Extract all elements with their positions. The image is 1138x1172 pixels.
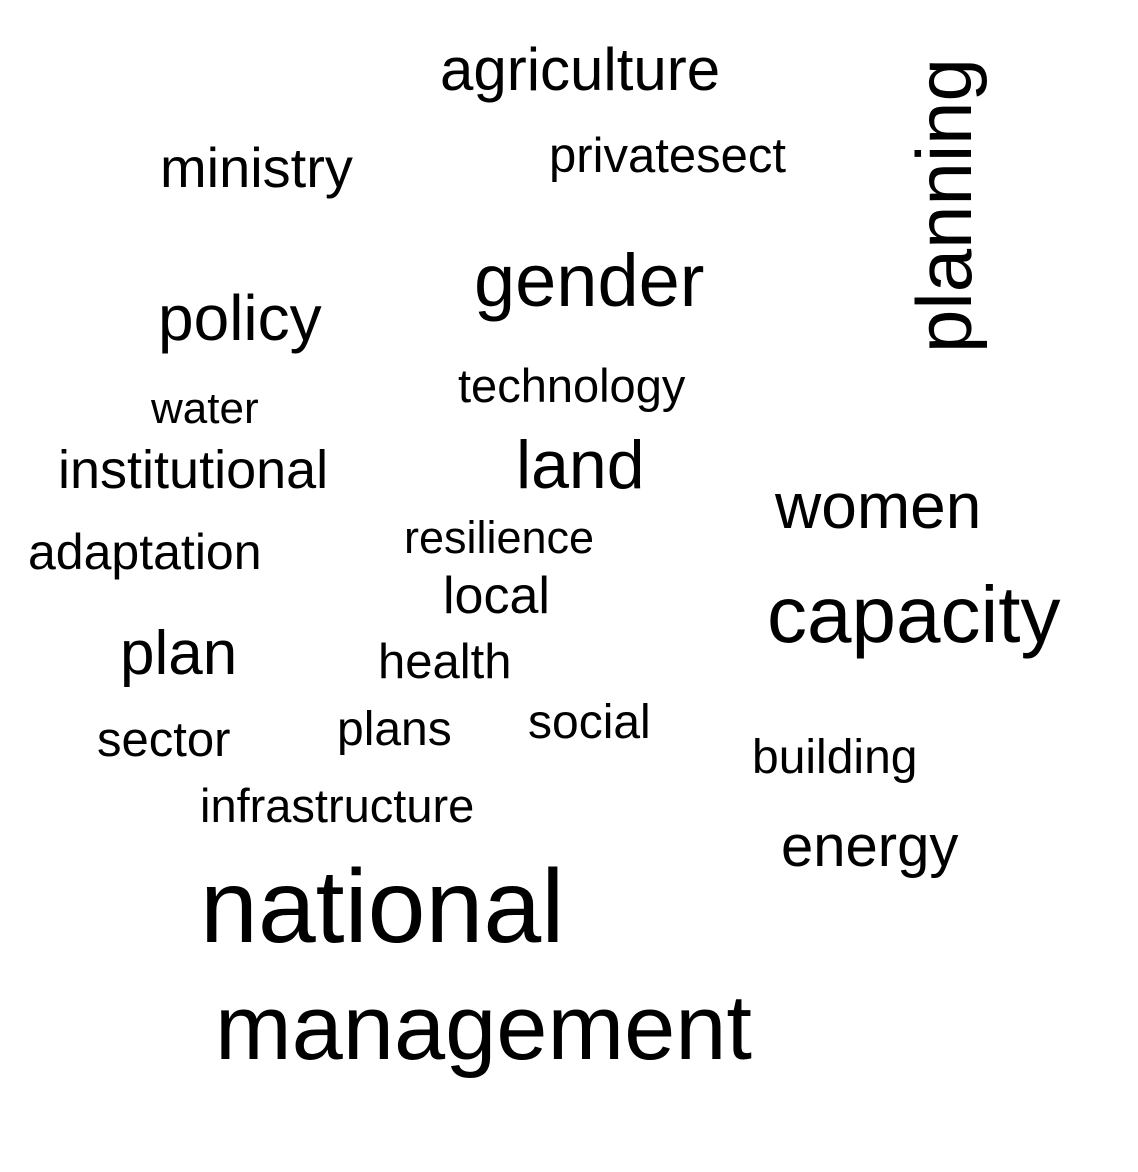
- word-technology: technology: [458, 359, 686, 412]
- word-gender: gender: [474, 239, 705, 322]
- word-capacity: capacity: [767, 570, 1061, 659]
- word-water: water: [151, 384, 259, 433]
- word-building: building: [752, 731, 918, 784]
- word-infrastructure: infrastructure: [200, 779, 475, 832]
- word-adaptation: adaptation: [28, 524, 262, 580]
- word-policy: policy: [158, 282, 322, 354]
- word-privatesect: privatesect: [549, 129, 786, 183]
- word-plan: plan: [120, 619, 238, 688]
- word-ministry: ministry: [160, 136, 353, 199]
- word-local: local: [443, 567, 550, 625]
- word-planning: planning: [900, 58, 988, 353]
- word-plans: plans: [337, 703, 452, 756]
- word-energy: energy: [781, 814, 959, 879]
- word-land: land: [516, 427, 645, 503]
- word-health: health: [378, 635, 512, 689]
- word-social: social: [528, 696, 651, 749]
- word-sector: sector: [97, 713, 231, 767]
- word-resilience: resilience: [404, 512, 595, 563]
- word-women: women: [775, 470, 982, 542]
- word-institutional: institutional: [58, 440, 329, 500]
- word-agriculture: agriculture: [440, 36, 721, 103]
- word-management: management: [215, 977, 752, 1079]
- word-national: national: [200, 849, 565, 965]
